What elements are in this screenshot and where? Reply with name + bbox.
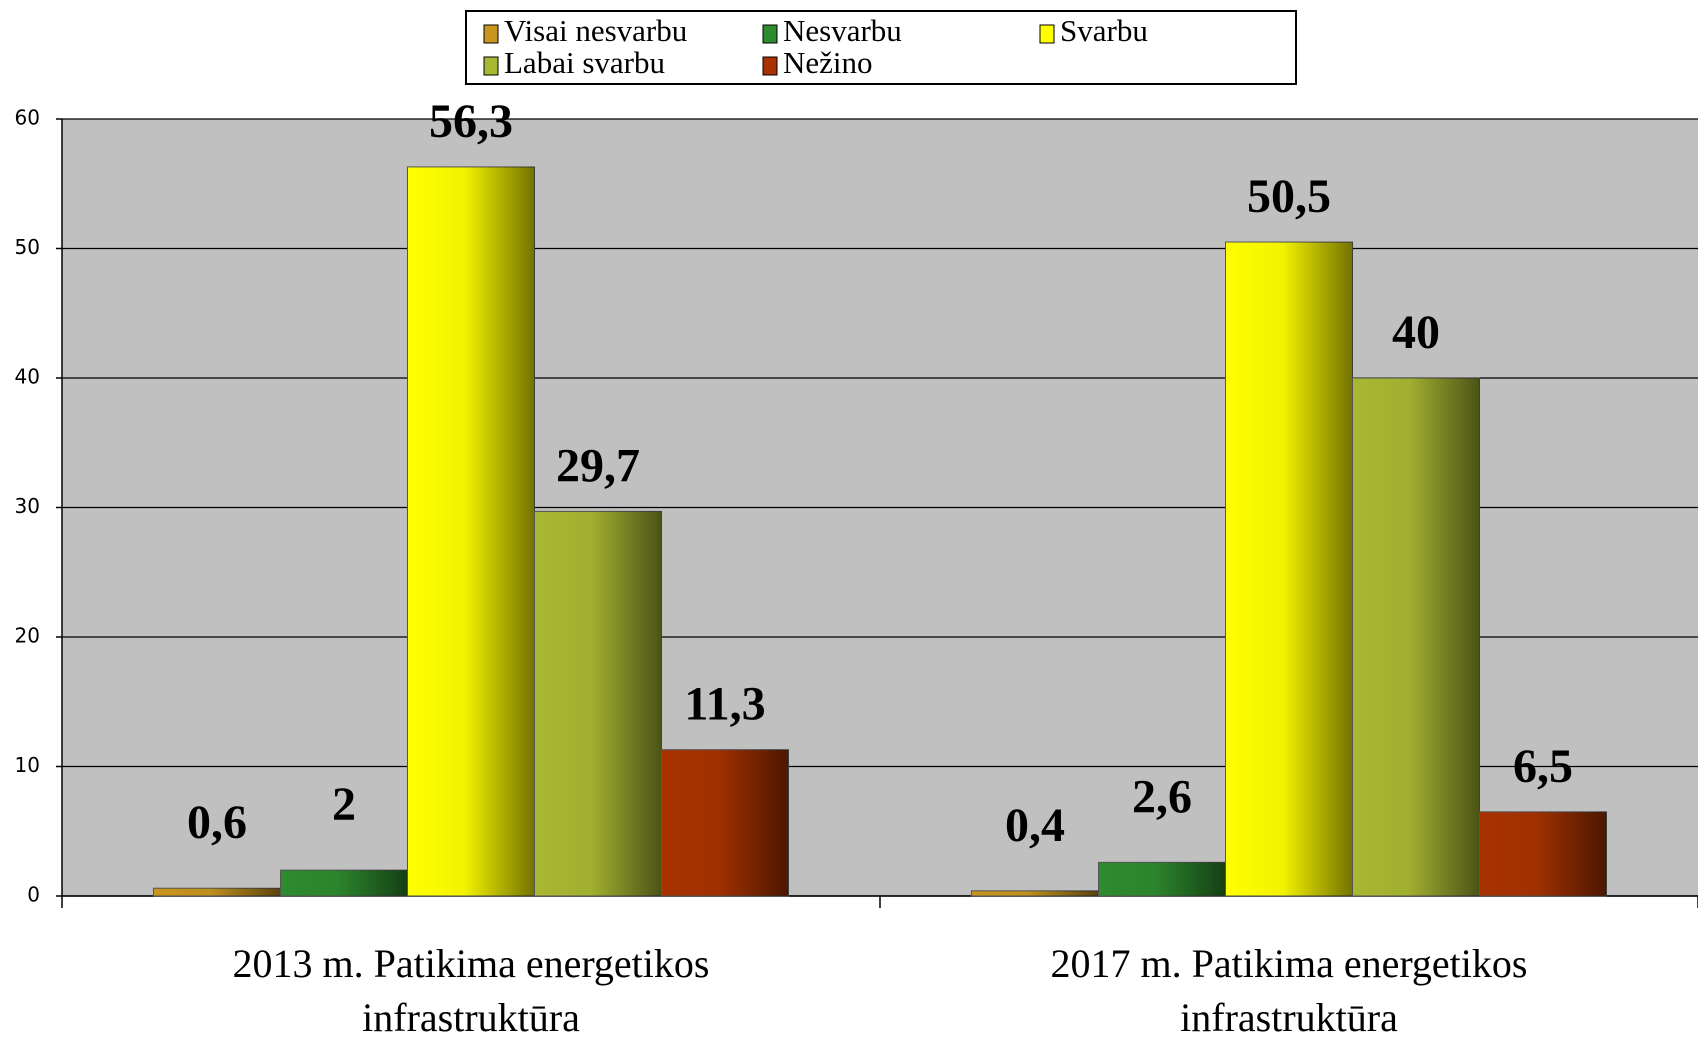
legend-swatch bbox=[1039, 24, 1055, 44]
legend-label: Nežino bbox=[783, 45, 873, 80]
bar-shade bbox=[971, 890, 1099, 896]
bar-shade bbox=[153, 888, 281, 896]
bar-shade bbox=[1352, 378, 1480, 896]
legend-swatch bbox=[762, 56, 778, 76]
data-label: 0,4 bbox=[1005, 799, 1065, 852]
bar-shade bbox=[280, 870, 408, 896]
x-tick-label: 2017 m. Patikima energetikos infrastrukt… bbox=[1050, 941, 1528, 1040]
data-label: 50,5 bbox=[1247, 170, 1331, 223]
data-label: 11,3 bbox=[684, 678, 765, 731]
data-label: 29,7 bbox=[556, 439, 640, 492]
y-tick-label: 10 bbox=[15, 753, 40, 777]
data-label: 2,6 bbox=[1132, 770, 1192, 823]
legend-label: Svarbu bbox=[1060, 13, 1148, 48]
x-tick-label: 2013 m. Patikima energetikos infrastrukt… bbox=[232, 941, 710, 1040]
legend-label: Visai nesvarbu bbox=[504, 13, 687, 48]
y-tick-label: 40 bbox=[15, 365, 40, 389]
bar-shade bbox=[534, 511, 662, 896]
data-label: 0,6 bbox=[187, 796, 247, 849]
y-tick-label: 50 bbox=[15, 235, 40, 259]
bar-shade bbox=[1225, 242, 1353, 896]
data-label: 40 bbox=[1392, 306, 1440, 359]
legend-swatch bbox=[483, 56, 499, 76]
bar-shade bbox=[661, 749, 789, 896]
bar-shade bbox=[1098, 862, 1226, 896]
legend-box bbox=[465, 10, 1297, 85]
legend-label: Labai svarbu bbox=[504, 45, 665, 80]
legend-swatch bbox=[483, 24, 499, 44]
legend-label: Nesvarbu bbox=[783, 13, 902, 48]
data-label: 6,5 bbox=[1513, 740, 1573, 793]
bar-shade bbox=[407, 166, 535, 897]
data-label: 56,3 bbox=[429, 95, 513, 148]
bar-shade bbox=[1479, 811, 1607, 896]
y-tick-label: 30 bbox=[15, 494, 40, 518]
data-label: 2 bbox=[332, 778, 356, 831]
y-tick-label: 20 bbox=[15, 624, 40, 648]
y-tick-label: 60 bbox=[15, 106, 40, 130]
y-tick-label: 0 bbox=[27, 883, 40, 907]
legend-swatch bbox=[762, 24, 778, 44]
